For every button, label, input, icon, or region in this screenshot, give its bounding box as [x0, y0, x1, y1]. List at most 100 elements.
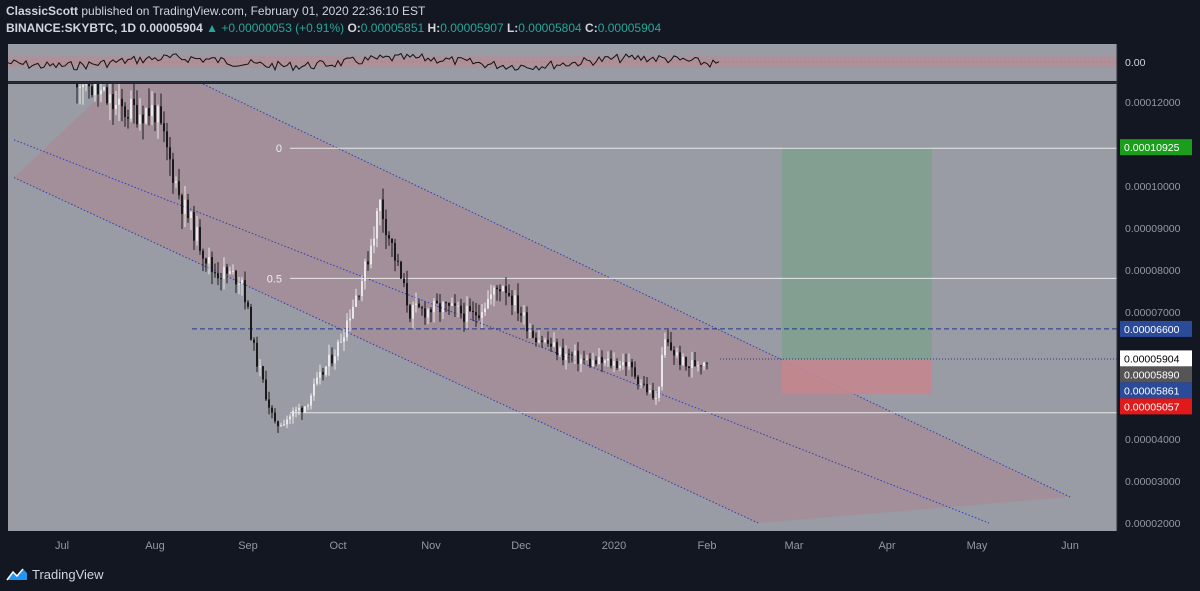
- candle-body: [661, 354, 663, 387]
- candle-body: [337, 341, 339, 357]
- open-label: O:: [347, 21, 361, 35]
- footer-brand[interactable]: TradingView: [32, 567, 104, 582]
- author-name[interactable]: ClassicScott: [6, 4, 79, 18]
- y-tick-label: 0.00004000: [1125, 434, 1181, 446]
- candle-body: [307, 405, 309, 407]
- x-tick-label: Nov: [421, 540, 441, 552]
- candle-body: [601, 357, 603, 363]
- candle-body: [514, 295, 516, 306]
- fib-level-label: 0.5: [267, 273, 282, 285]
- candle-body: [634, 367, 636, 377]
- candle-body: [208, 257, 210, 264]
- candle-body: [688, 366, 690, 368]
- candle-body: [256, 342, 258, 367]
- candle-body: [196, 226, 198, 241]
- candle-body: [466, 305, 468, 322]
- publish-line: ClassicScott published on TradingView.co…: [6, 4, 425, 18]
- candle-body: [301, 407, 303, 413]
- candle-body: [91, 86, 93, 96]
- stop-zone: [782, 358, 932, 395]
- candle-body: [568, 353, 570, 355]
- candle-body: [679, 352, 681, 365]
- candle-body: [223, 266, 225, 279]
- candle-body: [97, 84, 99, 95]
- candle-body: [244, 280, 246, 303]
- candle-body: [463, 313, 465, 322]
- candle-body: [652, 390, 654, 399]
- x-tick-label: Apr: [878, 540, 895, 552]
- x-tick-label: Dec: [511, 540, 531, 552]
- candle-body: [583, 358, 585, 360]
- candle-body: [121, 98, 123, 107]
- candle-body: [523, 312, 525, 316]
- candle-body: [703, 362, 705, 367]
- candle-body: [610, 358, 612, 366]
- candle-body: [106, 87, 108, 104]
- candle-body: [685, 356, 687, 367]
- candle-body: [574, 350, 576, 356]
- candle-body: [445, 302, 447, 304]
- candle-body: [478, 315, 480, 318]
- candle-body: [481, 312, 483, 318]
- candle-body: [130, 98, 132, 119]
- candle-body: [388, 235, 390, 239]
- candle-body: [85, 84, 87, 85]
- candle-body: [592, 360, 594, 366]
- candle-body: [505, 286, 507, 294]
- candle-body: [124, 106, 126, 117]
- candle-body: [700, 365, 702, 367]
- price-badge-label: 0.00005861: [1124, 385, 1180, 397]
- candle-body: [193, 211, 195, 241]
- change-arrow-icon: ▲: [206, 21, 218, 35]
- candle-body: [127, 116, 129, 119]
- candle-body: [616, 361, 618, 368]
- candle-body: [280, 425, 282, 427]
- candle-body: [214, 272, 216, 274]
- candle-body: [517, 295, 519, 314]
- candle-body: [484, 308, 486, 313]
- candle-body: [184, 199, 186, 214]
- x-tick-label: May: [967, 540, 988, 552]
- price-badge-stop: [1120, 398, 1192, 415]
- candle-body: [82, 84, 84, 87]
- published-text: published on TradingView.com, February 0…: [81, 4, 426, 18]
- y-tick-label: 0.00002000: [1125, 518, 1181, 530]
- candle-body: [460, 305, 462, 314]
- candle-body: [316, 377, 318, 384]
- candle-body: [655, 398, 657, 400]
- y-tick-label: 0.00007000: [1125, 307, 1181, 319]
- candle-body: [625, 362, 627, 367]
- candle-body: [697, 365, 699, 367]
- candle-body: [631, 361, 633, 368]
- symbol-line: BINANCE:SKYBTC, 1D 0.00005904 ▲ +0.00000…: [6, 21, 661, 35]
- candle-body: [385, 219, 387, 236]
- candle-body: [136, 104, 138, 125]
- candle-body: [343, 337, 345, 342]
- candle-body: [157, 106, 159, 123]
- candle-body: [238, 283, 240, 285]
- candle-body: [613, 361, 615, 366]
- candle-body: [595, 360, 597, 364]
- tradingview-logo-icon[interactable]: [6, 567, 28, 581]
- candle-body: [409, 305, 411, 319]
- candle-body: [328, 354, 330, 367]
- open-value: 0.00005851: [360, 21, 425, 35]
- candle-body: [115, 104, 117, 110]
- candle-body: [199, 226, 201, 251]
- candle-body: [526, 312, 528, 332]
- candle-body: [109, 94, 111, 104]
- candle-body: [562, 347, 564, 361]
- candle-body: [454, 303, 456, 306]
- candle-body: [598, 357, 600, 364]
- candle-body: [571, 354, 573, 356]
- candle-body: [427, 309, 429, 318]
- candle-body: [520, 313, 522, 316]
- candle-body: [499, 289, 501, 292]
- candle-body: [436, 300, 438, 304]
- candle-body: [511, 295, 513, 306]
- candle-body: [550, 343, 552, 347]
- oscillator-line: [7, 52, 720, 72]
- price-chart[interactable]: 0 0.5 0.00 0.00012000 0.00010000 0.00009000 0.…: [0, 0, 1200, 560]
- candle-body: [544, 339, 546, 342]
- candle-body: [169, 147, 171, 160]
